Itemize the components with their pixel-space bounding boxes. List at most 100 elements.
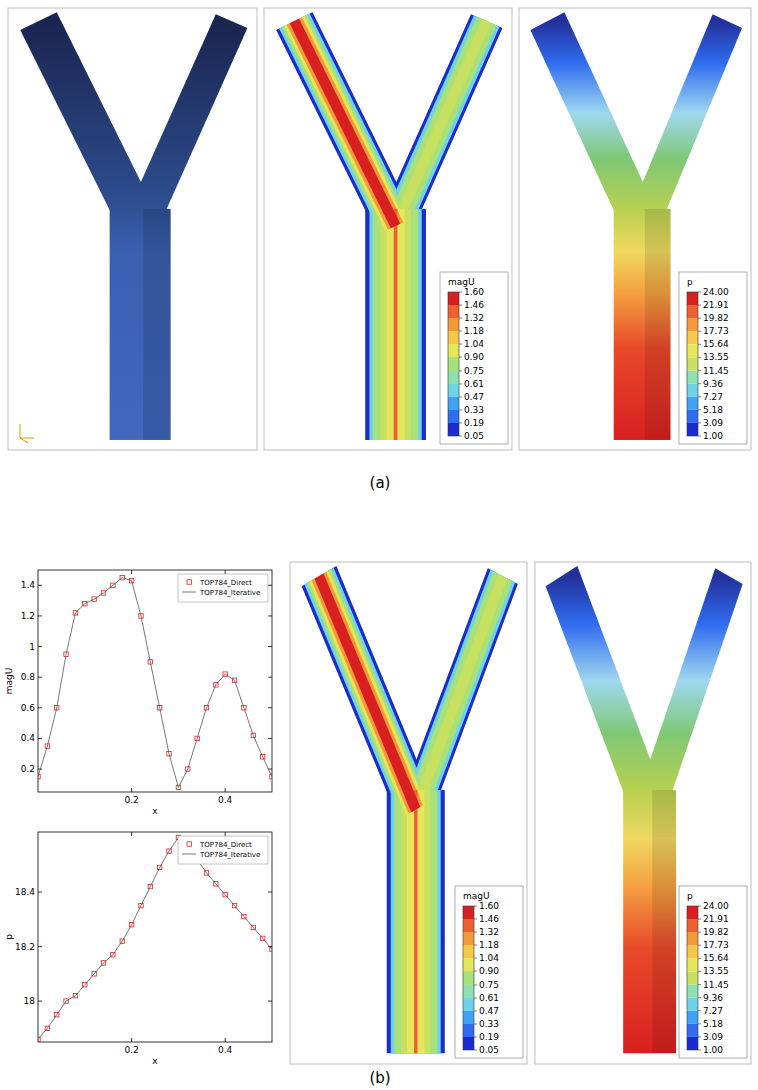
- colorbar-tick: [459, 436, 462, 437]
- colorbar-tick: [474, 906, 477, 907]
- colorbar-label: 15.64: [703, 953, 729, 963]
- panel-frame: [519, 8, 751, 450]
- y-tick-label: 18: [24, 996, 36, 1006]
- colorbar-tick: [698, 906, 701, 907]
- series-line: [38, 578, 272, 788]
- colorbar-tick: [698, 422, 701, 423]
- pressure-shade: [645, 209, 671, 440]
- y-tick: [268, 585, 272, 586]
- y-tick: [38, 646, 42, 647]
- mesh-arm: [38, 21, 140, 226]
- colorbar-swatch: [463, 958, 474, 971]
- colorbar-swatch: [687, 906, 698, 919]
- contour-band: [319, 576, 416, 809]
- colorbar-label: 0.33: [464, 405, 484, 415]
- y-tick: [38, 946, 42, 947]
- colorbar-swatch: [448, 331, 459, 344]
- colorbar-tick: [474, 971, 477, 972]
- colorbar-label: 0.75: [464, 366, 484, 376]
- colorbar-tick: [474, 932, 477, 933]
- x-axis-title: x: [152, 1056, 158, 1066]
- colorbar-tick: [698, 945, 701, 946]
- colorbar-tick: [459, 383, 462, 384]
- contour-band: [373, 209, 418, 440]
- contour-band: [319, 576, 416, 809]
- colorbar-tick: [474, 1050, 477, 1051]
- colorbar-label: 24.00: [703, 901, 729, 911]
- y-tick-label: 0.4: [21, 733, 36, 743]
- colorbar-label: 0.05: [464, 431, 484, 441]
- colorbar-tick: [459, 344, 462, 345]
- y-pipe: [38, 21, 231, 440]
- y-tick-label: 18.4: [15, 887, 35, 897]
- panel-frame: [535, 562, 751, 1064]
- x-tick-label: 0.4: [218, 1045, 233, 1055]
- colorbar-label: 17.73: [703, 326, 729, 336]
- colorbar-tick: [698, 971, 701, 972]
- x-tick-label: 0.2: [124, 795, 138, 805]
- colorbar-label: 1.04: [479, 953, 499, 963]
- y-tick-label: 1: [29, 642, 35, 652]
- x-axis-title: x: [152, 806, 158, 816]
- colorbar-tick: [698, 344, 701, 345]
- colorbar-label: 3.09: [703, 418, 723, 428]
- pressure-trunk: [614, 209, 671, 440]
- colorbar-tick: [698, 1036, 701, 1037]
- colorbar-label: 0.33: [479, 1019, 499, 1029]
- colorbar-swatch: [448, 384, 459, 397]
- x-tick: [131, 788, 132, 792]
- colorbar-title: magU: [448, 277, 475, 287]
- colorbar-label: 1.60: [479, 901, 499, 911]
- colorbar-tick: [459, 370, 462, 371]
- colorbar-tick: [698, 997, 701, 998]
- colorbar-label: 0.90: [464, 352, 484, 362]
- colorbar-tick: [474, 958, 477, 959]
- colorbar-label: 5.18: [703, 1019, 723, 1029]
- colorbar-swatch: [448, 344, 459, 357]
- colorbar-swatch: [463, 919, 474, 932]
- legend-label: TOP784_Direct: [199, 841, 252, 849]
- contour-band: [319, 576, 416, 809]
- mesh-arm: [140, 21, 231, 226]
- colorbar-label: 0.47: [464, 392, 484, 402]
- colorbar-swatch: [687, 397, 698, 410]
- contour-band: [294, 21, 395, 226]
- colorbar-label: 9.36: [703, 379, 723, 389]
- colorbar-label: 19.82: [703, 927, 729, 937]
- colorbar-swatch: [448, 371, 459, 384]
- legend-label: TOP784_Direct: [199, 579, 252, 587]
- plot-marks: [38, 835, 272, 1041]
- colorbar-swatch: [463, 985, 474, 998]
- colorbar-title: p: [687, 277, 693, 287]
- colorbar-label: 1.60: [464, 287, 484, 297]
- colorbar-tick: [698, 292, 701, 293]
- axis-triad: [20, 438, 34, 439]
- colorbar-tick: [459, 305, 462, 306]
- colorbar-swatch: [687, 410, 698, 423]
- colorbar-swatch: [687, 958, 698, 971]
- contour-band: [394, 790, 437, 1053]
- colorbar-tick: [459, 318, 462, 319]
- contour-band: [294, 21, 395, 226]
- colorbar-label: 5.18: [703, 405, 723, 415]
- colorbar-label: 1.04: [464, 339, 484, 349]
- pressure-shade: [652, 790, 676, 1053]
- colorbar-label: 1.32: [464, 313, 484, 323]
- colorbar-swatch: [448, 318, 459, 331]
- contour-band: [319, 576, 416, 809]
- colorbar-swatch: [687, 998, 698, 1011]
- panel-frame: [8, 8, 257, 450]
- y-tick: [38, 585, 42, 586]
- y-tick-label: 1.2: [21, 611, 35, 621]
- legend-marker: [187, 580, 191, 584]
- colorbar-swatch: [463, 1037, 474, 1050]
- colorbar-label: 21.91: [703, 300, 729, 310]
- pressure-arm: [642, 21, 727, 226]
- colorbar-swatch: [687, 985, 698, 998]
- x-tick: [131, 570, 132, 574]
- colorbar-title: magU: [463, 891, 490, 901]
- plot-frame: [38, 832, 272, 1042]
- colorbar-tick: [698, 958, 701, 959]
- contour-band: [396, 21, 487, 226]
- colorbar-swatch: [687, 331, 698, 344]
